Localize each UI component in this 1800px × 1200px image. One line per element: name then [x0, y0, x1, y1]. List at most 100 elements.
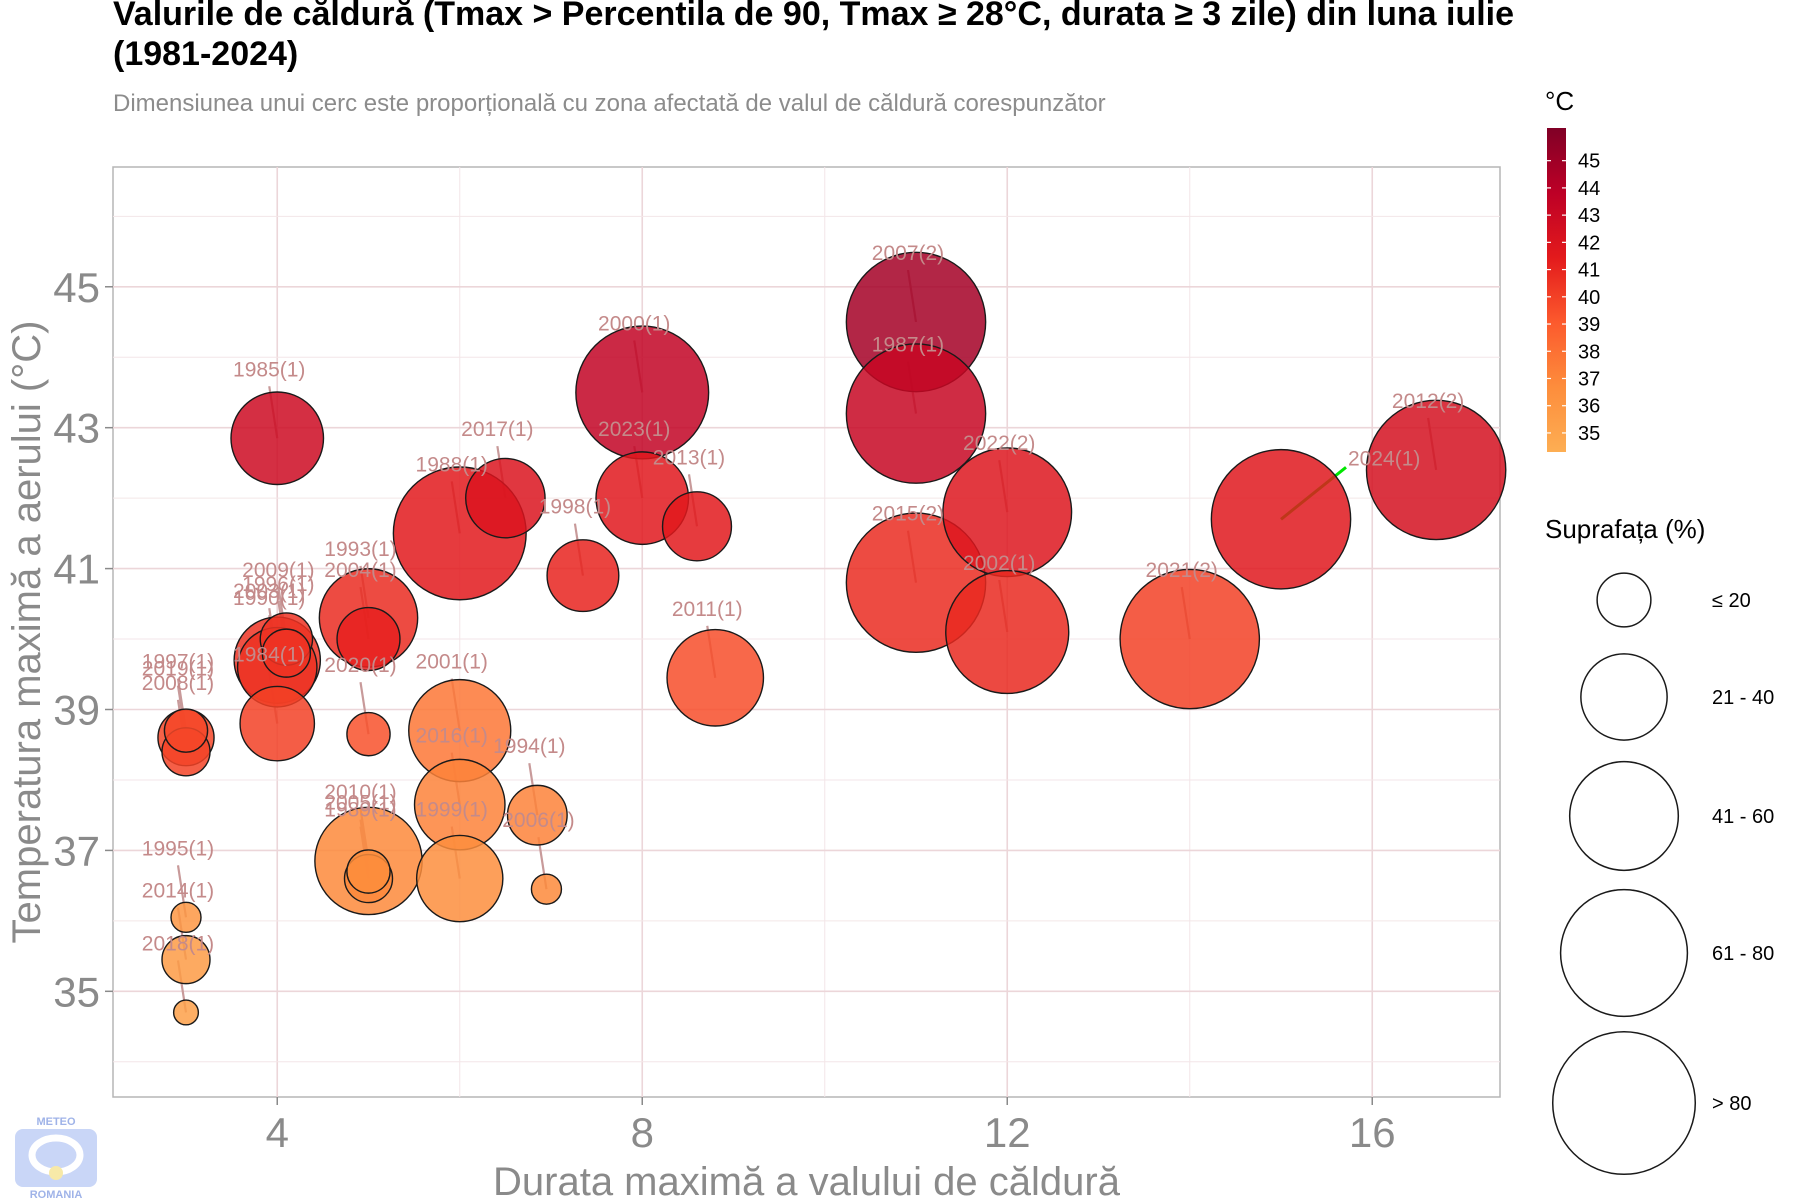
size-legend-circle [1551, 1030, 1697, 1176]
color-tick-label: 42 [1578, 232, 1600, 254]
label-2016(1): 2016(1) [416, 725, 488, 748]
size-legend-label: ≤ 20 [1712, 590, 1751, 612]
label-2021(2): 2021(2) [1146, 559, 1218, 582]
point-1997(1) [163, 708, 209, 753]
point-2012(2) [1365, 399, 1507, 541]
point-1994(1) [506, 784, 568, 846]
point-2005(1) [346, 849, 391, 894]
label-1984(1): 1984(1) [233, 644, 305, 667]
point-2017(1) [465, 457, 546, 539]
y-tick-label: 45 [53, 264, 100, 311]
size-legend-circle [1580, 653, 1668, 741]
label-1998(1): 1998(1) [539, 496, 611, 519]
color-legend-title: °C [1545, 86, 1574, 116]
label-2000(1): 2000(1) [598, 312, 670, 335]
label-1999(1): 1999(1) [416, 799, 488, 822]
size-legend-items: ≤ 20 21 - 40 41 - 60 61 - 80 > 80 [1551, 572, 1774, 1176]
color-tick-label: 36 [1578, 396, 1600, 418]
y-tick-label: 39 [53, 687, 100, 734]
label-2023(1): 2023(1) [598, 418, 670, 441]
label-2017(1): 2017(1) [461, 418, 533, 441]
size-legend-label: 61 - 80 [1712, 943, 1774, 965]
label-1996(1): 1996(1) [242, 573, 314, 596]
label-2013(1): 2013(1) [653, 446, 725, 469]
label-1994(1): 1994(1) [493, 735, 565, 758]
size-legend: Suprafața (%) ≤ 20 21 - 40 41 - 60 61 - 80 >… [1545, 514, 1774, 1176]
label-2008(1): 2008(1) [142, 672, 214, 695]
label-2001(1): 2001(1) [416, 651, 488, 674]
color-legend-bar [1547, 128, 1566, 452]
point-1987(1) [845, 343, 987, 484]
label-2003(1): 2003(1) [233, 580, 305, 603]
point-2018(1) [172, 999, 200, 1026]
size-legend-circle [1568, 760, 1680, 872]
label-2005(1): 2005(1) [324, 792, 396, 815]
point-1996(1) [261, 628, 312, 678]
size-legend-circle [1596, 572, 1652, 628]
label-1989(1): 1989(1) [324, 799, 396, 822]
y-tick-label: 41 [53, 546, 100, 593]
y-axis-title: Temperatura maximă a aerului (°C) [5, 321, 49, 944]
size-legend-label: 41 - 60 [1712, 806, 1774, 828]
label-1990(1): 1990(1) [233, 587, 305, 610]
point-2020(1) [346, 711, 391, 757]
point-1995(1) [170, 901, 202, 934]
x-tick-label: 12 [984, 1109, 1031, 1156]
color-tick-label: 45 [1578, 151, 1600, 173]
point-1998(1) [546, 539, 620, 613]
color-legend: °C 35 36 37 38 39 40 41 42 43 44 45 [1545, 86, 1600, 452]
label-2022(2): 2022(2) [963, 432, 1035, 455]
label-1985(1): 1985(1) [233, 358, 305, 381]
point-2014(1) [161, 934, 211, 985]
data-points [157, 251, 1507, 1026]
point-2011(1) [666, 628, 765, 727]
label-2009(1): 2009(1) [242, 559, 314, 582]
point-2021(2) [1119, 568, 1261, 710]
label-1993(1): 1993(1) [324, 538, 396, 561]
label-2024(1): 2024(1) [1348, 447, 1420, 470]
label-2012(2): 2012(2) [1392, 390, 1464, 413]
size-legend-label: > 80 [1712, 1093, 1751, 1115]
point-labels: 1985(1) 2000(1) 2007(2) 1987(1) 2012(2) 2024(… [142, 242, 1465, 955]
color-tick-label: 37 [1578, 368, 1600, 390]
size-legend-title: Suprafața (%) [1545, 514, 1705, 544]
label-2006(1): 2006(1) [502, 809, 574, 832]
color-tick-label: 40 [1578, 287, 1600, 309]
size-legend-label: 21 - 40 [1712, 687, 1774, 709]
color-tick-label: 44 [1578, 178, 1600, 200]
meteo-romania-logo: METEO ROMANIA [15, 1116, 97, 1200]
logo-text-top: METEO [36, 1116, 76, 1128]
label-1997(1): 1997(1) [142, 651, 214, 674]
label-1995(1): 1995(1) [142, 837, 214, 860]
point-2002(1) [945, 569, 1070, 695]
label-1987(1): 1987(1) [872, 334, 944, 357]
x-tick-label: 16 [1349, 1109, 1396, 1156]
y-tick-label: 35 [53, 968, 100, 1015]
y-tick-label: 43 [53, 405, 100, 452]
y-tick-label: 37 [53, 827, 100, 874]
color-tick-label: 41 [1578, 260, 1600, 282]
size-legend-circle [1559, 888, 1689, 1018]
point-1985(1) [230, 391, 325, 486]
label-2011(1): 2011(1) [672, 598, 743, 621]
color-tick-label: 35 [1578, 423, 1600, 445]
label-2018(1): 2018(1) [142, 932, 214, 955]
color-tick-label: 39 [1578, 314, 1600, 336]
point-1984(1) [239, 685, 316, 762]
label-2019(1): 2019(1) [142, 658, 214, 681]
label-2002(1): 2002(1) [963, 552, 1035, 575]
label-2015(2): 2015(2) [872, 503, 944, 526]
point-2004(1) [336, 606, 401, 672]
logo-text-bottom: ROMANIA [30, 1189, 83, 1200]
chart-title: Valurile de căldură (Tmax > Percentila d… [113, 0, 1515, 73]
color-legend-ticks: 35 36 37 38 39 40 41 42 43 44 45 [1547, 151, 1600, 445]
logo-sun-icon [49, 1166, 63, 1180]
label-1988(1): 1988(1) [416, 453, 488, 476]
x-tick-label: 4 [266, 1109, 289, 1156]
label-2010(1): 2010(1) [324, 781, 396, 804]
point-2006(1) [530, 873, 563, 905]
chart-subtitle: Dimensiunea unui cerc este proporțională… [113, 90, 1106, 117]
axis-ticks: 4 8 12 16 35 37 39 41 43 45 [53, 264, 1395, 1156]
label-2020(1): 2020(1) [324, 654, 396, 677]
